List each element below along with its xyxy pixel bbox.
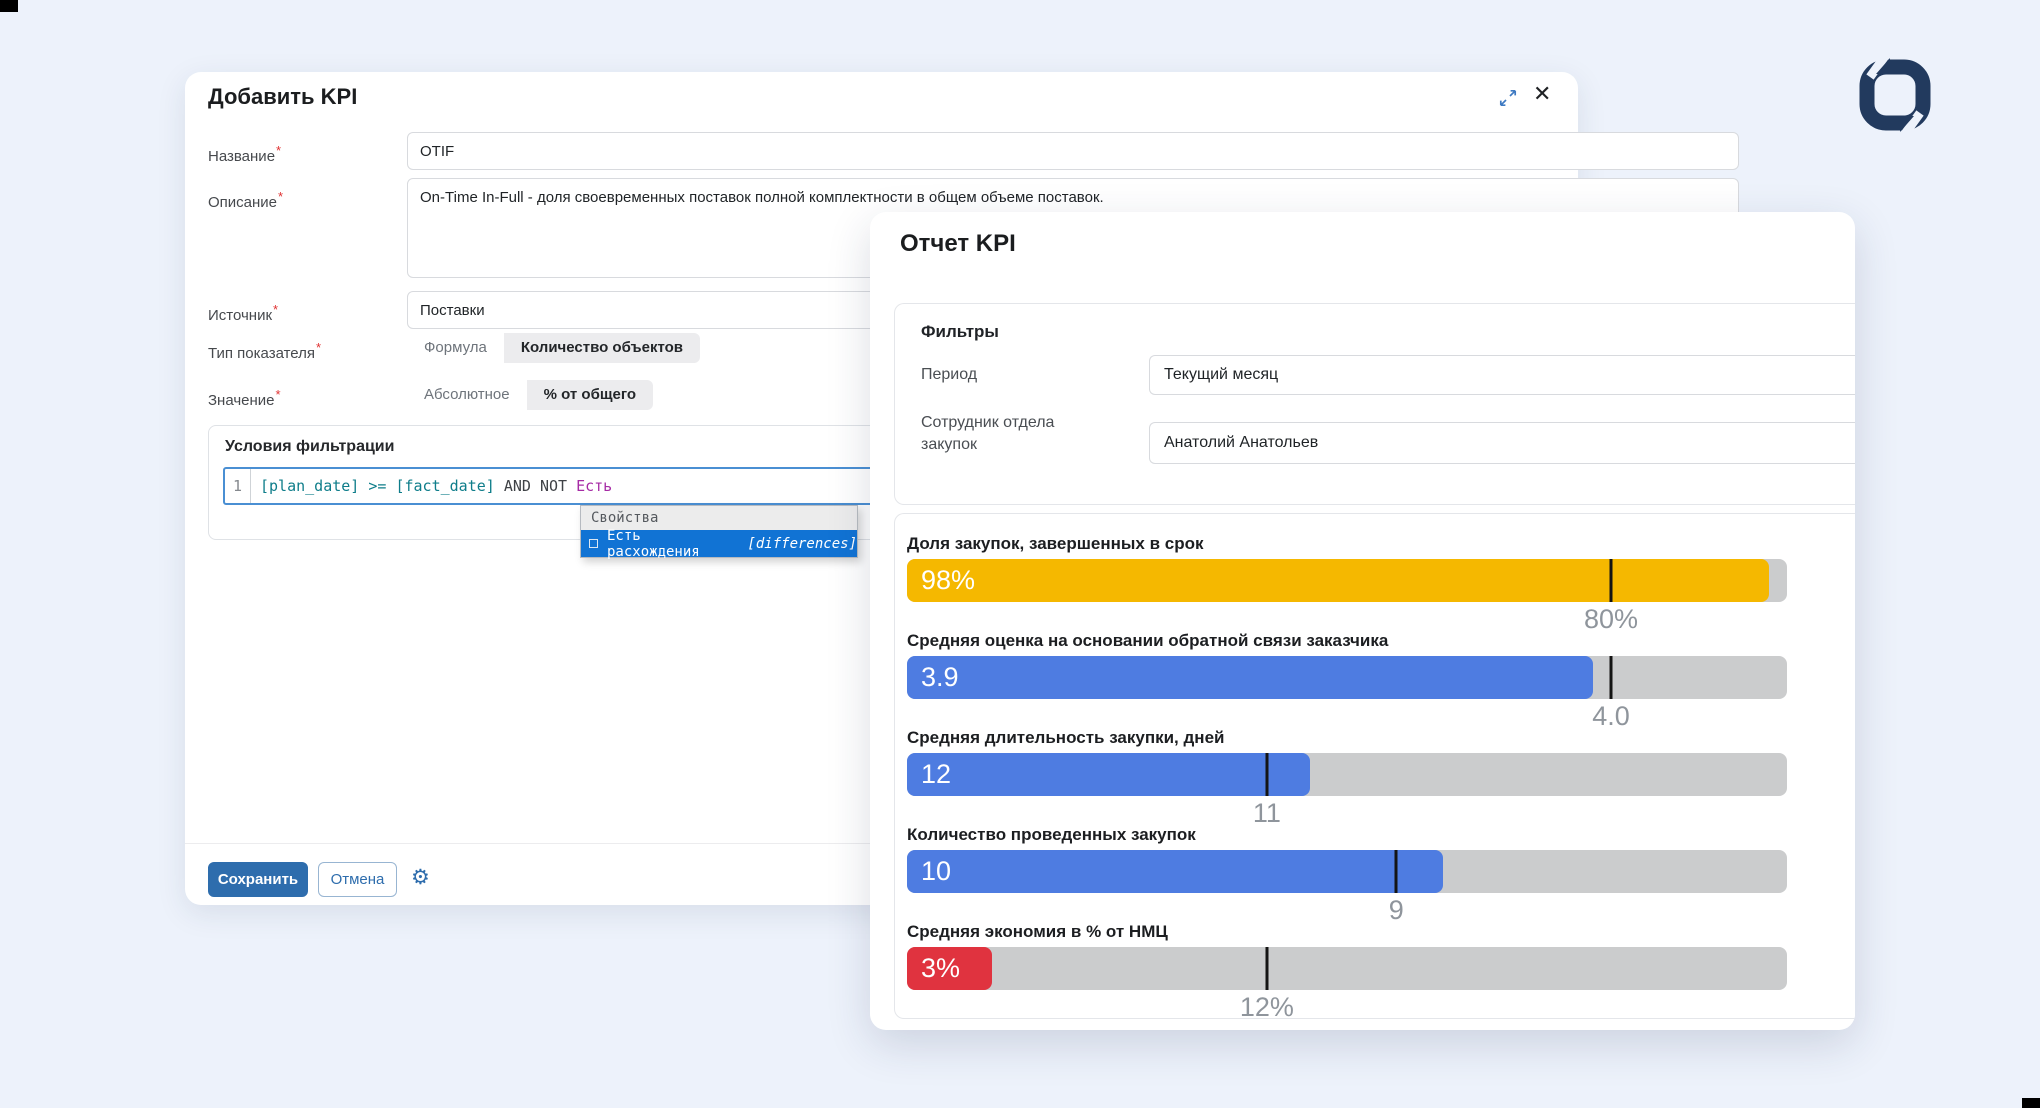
- cancel-button[interactable]: Отмена: [318, 862, 397, 897]
- kpi-bar: 3%12%: [907, 947, 1787, 990]
- filter-conditions-label: Условия фильтрации: [225, 438, 394, 456]
- required-mark: *: [273, 302, 278, 317]
- kpi-bar: 1211: [907, 753, 1787, 796]
- kpi-target-marker: [1265, 947, 1268, 990]
- kpi-value: 10: [921, 850, 951, 893]
- autocomplete-group-header: Свойства: [581, 506, 857, 530]
- code-token: [plan_date]: [260, 477, 359, 495]
- autocomplete-item-differences[interactable]: Есть расхождения [differences]: [581, 530, 857, 557]
- value-type-segmented-control: Абсолютное % от общего: [407, 380, 653, 410]
- required-mark: *: [276, 143, 281, 158]
- screen-corner-mark-bottom-right: [2022, 1098, 2040, 1108]
- kpi-bar-track: 98%: [907, 559, 1787, 602]
- value-type-option-absolute[interactable]: Абсолютное: [407, 380, 527, 410]
- filters-panel: Фильтры Период Сотрудник отдела закупок: [894, 303, 1855, 505]
- code-token: [fact_date]: [395, 477, 494, 495]
- kpi-target-label: 80%: [1584, 604, 1638, 635]
- code-token: AND NOT: [495, 477, 576, 495]
- source-field-label: Источник*: [208, 302, 278, 324]
- kpi-bar-fill: [907, 559, 1769, 602]
- settings-gear-icon[interactable]: ⚙: [411, 865, 430, 889]
- kpi-value: 12: [921, 753, 951, 796]
- kpi-target-label: 4.0: [1592, 701, 1630, 732]
- expand-icon[interactable]: [1499, 89, 1517, 107]
- kpi-title: Количество проведенных закупок: [907, 825, 1855, 845]
- code-line: [plan_date] >= [fact_date] AND NOT Есть: [251, 469, 612, 503]
- kpi-row: Средняя длительность закупки, дней 1211: [907, 728, 1855, 796]
- filters-panel-title: Фильтры: [921, 322, 999, 342]
- kpi-target-marker: [1265, 753, 1268, 796]
- required-mark: *: [278, 189, 283, 204]
- period-input[interactable]: [1149, 355, 1855, 395]
- code-token: >=: [359, 477, 395, 495]
- indicator-type-option-object-count[interactable]: Количество объектов: [504, 333, 700, 363]
- kpi-value: 3%: [921, 947, 960, 990]
- kpi-bar-track: 10: [907, 850, 1787, 893]
- kpi-row: Средняя экономия в % от НМЦ 3%12%: [907, 922, 1855, 990]
- kpi-bar-track: 12: [907, 753, 1787, 796]
- screen-corner-mark-top-left: [0, 0, 18, 12]
- autocomplete-dropdown: Свойства Есть расхождения [differences]: [580, 505, 858, 558]
- indicator-type-option-formula[interactable]: Формула: [407, 333, 504, 363]
- kpi-bar: 98%80%: [907, 559, 1787, 602]
- code-token: Есть: [576, 477, 612, 495]
- employee-label: Сотрудник отдела закупок: [921, 412, 1111, 456]
- kpi-target-marker: [1395, 850, 1398, 893]
- required-mark: *: [316, 340, 321, 355]
- kpi-title: Средняя экономия в % от НМЦ: [907, 922, 1855, 942]
- add-kpi-dialog-title: Добавить KPI: [208, 84, 357, 110]
- brand-logo: [1854, 54, 1936, 136]
- kpi-chart-panel: Доля закупок, завершенных в срок98%80%Ср…: [894, 513, 1855, 1019]
- kpi-target-label: 11: [1253, 798, 1281, 829]
- close-icon[interactable]: ✕: [1533, 80, 1551, 108]
- kpi-target-label: 9: [1389, 895, 1404, 926]
- kpi-bar: 109: [907, 850, 1787, 893]
- save-button[interactable]: Сохранить: [208, 862, 308, 897]
- name-input[interactable]: [407, 132, 1739, 170]
- kpi-rows: Доля закупок, завершенных в срок98%80%Ср…: [907, 534, 1855, 990]
- kpi-value: 98%: [921, 559, 975, 602]
- code-line-number: 1: [225, 469, 251, 503]
- value-type-label: Значение*: [208, 387, 281, 409]
- kpi-bar-fill: [907, 656, 1593, 699]
- description-field-label: Описание*: [208, 189, 283, 211]
- kpi-bar-fill: [907, 753, 1310, 796]
- kpi-bar-track: 3.9: [907, 656, 1787, 699]
- kpi-title: Средняя оценка на основании обратной свя…: [907, 631, 1855, 651]
- indicator-type-segmented-control: Формула Количество объектов: [407, 333, 700, 363]
- autocomplete-item-suffix: [differences]: [747, 536, 857, 552]
- kpi-target-marker: [1610, 656, 1613, 699]
- kpi-row: Доля закупок, завершенных в срок 98%80%: [907, 534, 1855, 602]
- kpi-row: Количество проведенных закупок 109: [907, 825, 1855, 893]
- property-square-icon: [589, 539, 598, 548]
- kpi-target-label: 12%: [1240, 992, 1294, 1023]
- indicator-type-label: Тип показателя*: [208, 340, 321, 362]
- kpi-bar-fill: [907, 850, 1443, 893]
- kpi-bar: 3.94.0: [907, 656, 1787, 699]
- employee-input[interactable]: [1149, 422, 1855, 464]
- autocomplete-item-text: Есть расхождения: [607, 528, 738, 560]
- kpi-bar-track: 3%: [907, 947, 1787, 990]
- value-type-option-percent[interactable]: % от общего: [527, 380, 653, 410]
- period-label: Период: [921, 364, 1111, 386]
- kpi-target-marker: [1610, 559, 1613, 602]
- required-mark: *: [276, 387, 281, 402]
- kpi-title: Доля закупок, завершенных в срок: [907, 534, 1855, 554]
- name-field-label: Название*: [208, 143, 281, 165]
- kpi-row: Средняя оценка на основании обратной свя…: [907, 631, 1855, 699]
- kpi-title: Средняя длительность закупки, дней: [907, 728, 1855, 748]
- kpi-value: 3.9: [921, 656, 959, 699]
- kpi-report-title: Отчет KPI: [900, 230, 1016, 258]
- kpi-report-dialog: Отчет KPI Фильтры Период Сотрудник отдел…: [870, 212, 1855, 1030]
